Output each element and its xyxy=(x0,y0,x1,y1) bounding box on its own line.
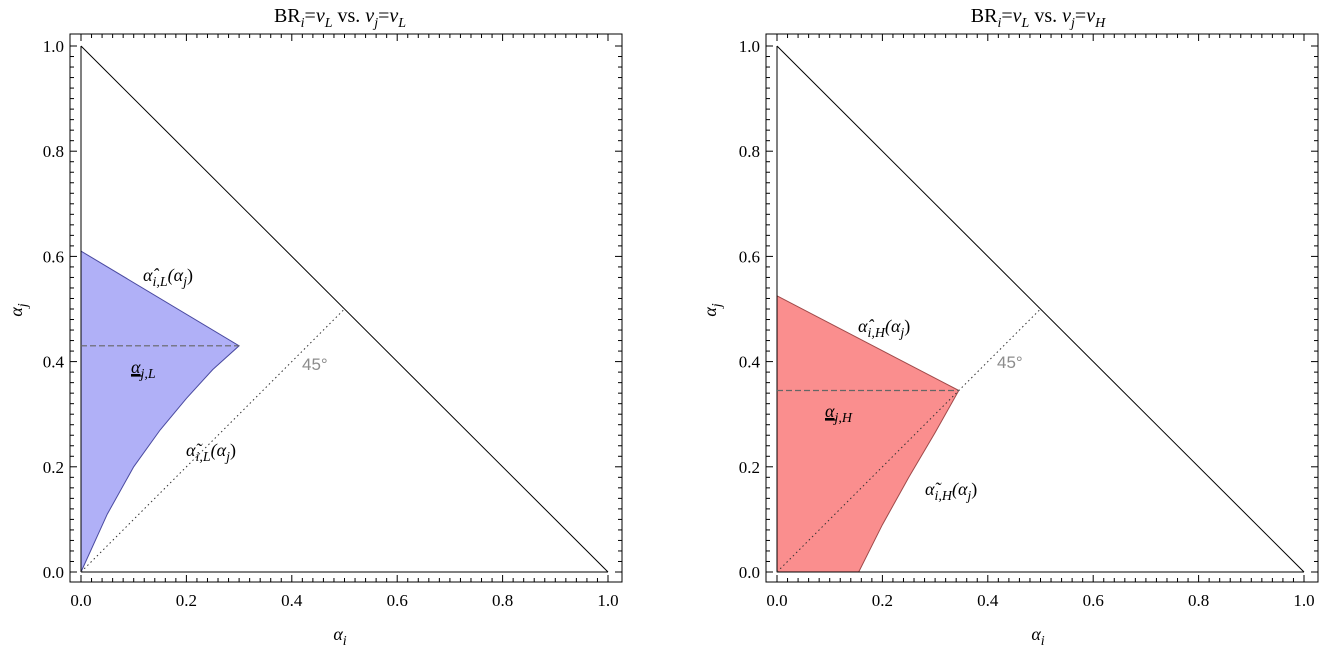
right-y-tick-label: 1.0 xyxy=(739,37,760,56)
left-feasible-region xyxy=(80,250,240,573)
right-45-label: 45° xyxy=(997,353,1023,372)
left-x-tick-label: 0.2 xyxy=(176,591,197,610)
right-y-tick-label: 0.4 xyxy=(739,353,761,372)
right-region-area xyxy=(776,294,960,573)
left-y-tick-label: 0.6 xyxy=(43,247,64,266)
right-x-tick-label: 0.0 xyxy=(766,591,787,610)
right-simplex-boundary xyxy=(776,45,1305,573)
left-region-area xyxy=(80,250,240,573)
right-threshold-label: αj,H xyxy=(825,401,853,426)
left-title: BRi=vL vs. vj=vL xyxy=(274,5,406,31)
left-hat-label: α̂i,L(αj) xyxy=(143,265,193,290)
right-plot-frame xyxy=(765,33,1319,583)
right-x-axis-label: αi xyxy=(1031,624,1044,649)
right-reference-lines xyxy=(776,45,1305,573)
right-y-tick-label: 0.0 xyxy=(739,563,760,582)
right-x-tick-label: 0.2 xyxy=(872,591,893,610)
right-x-tick-label: 0.8 xyxy=(1188,591,1209,610)
right-x-tick-label: 1.0 xyxy=(1293,591,1314,610)
left-x-axis-label: αi xyxy=(333,624,346,649)
right-y-tick-label: 0.2 xyxy=(739,458,760,477)
left-x-tick-label: 0.8 xyxy=(492,591,513,610)
left-threshold-label: αj,L xyxy=(131,357,156,382)
left-simplex-boundary xyxy=(80,45,609,573)
left-tilde-label: α̃i,L(αj) xyxy=(186,440,236,465)
left-y-tick-label: 0.0 xyxy=(43,563,64,582)
right-title: BRi=vL vs. vj=vH xyxy=(971,5,1106,31)
right-panel: BRi=vL vs. vj=vH 0.0 0.2 0.4 0.6 0.8 1.00.00.… xyxy=(700,5,1319,649)
left-y-tick-label: 0.4 xyxy=(43,353,65,372)
right-axis-ticks: 0.0 0.2 0.4 0.6 0.8 1.0 0.0 0.2 0.4 0.6 0.8 1.0 xyxy=(739,34,1318,610)
right-feasible-region xyxy=(776,294,960,573)
right-x-tick-label: 0.6 xyxy=(1083,591,1104,610)
left-x-tick-label: 0.4 xyxy=(281,591,303,610)
left-y-tick-label: 0.8 xyxy=(43,142,64,161)
left-y-tick-label: 0.2 xyxy=(43,458,64,477)
right-y-tick-label: 0.8 xyxy=(739,142,760,161)
left-y-axis-label: αj xyxy=(6,303,31,316)
right-y-tick-label: 0.6 xyxy=(739,247,760,266)
left-plot-frame xyxy=(69,33,623,583)
right-x-tick-label: 0.4 xyxy=(977,591,999,610)
left-x-tick-label: 0.6 xyxy=(387,591,408,610)
left-panel: BRi=vL vs. vj=vL 0.0 0.2 0.4 0.6 0.8 1.00.00.… xyxy=(6,5,623,649)
left-x-tick-label: 0.0 xyxy=(70,591,91,610)
right-hat-label: α̂i,H(αj) xyxy=(858,316,910,341)
right-y-axis-label: αj xyxy=(700,303,725,316)
left-x-tick-label: 1.0 xyxy=(597,591,618,610)
left-45-label: 45° xyxy=(302,355,328,374)
left-y-tick-label: 1.0 xyxy=(43,37,64,56)
left-reference-lines xyxy=(80,45,609,573)
left-axis-ticks: 0.0 0.2 0.4 0.6 0.8 1.0 0.0 0.2 0.4 0.6 0.8 1.0 xyxy=(43,34,622,610)
right-tilde-label: α̃i,H(αj) xyxy=(925,479,977,504)
